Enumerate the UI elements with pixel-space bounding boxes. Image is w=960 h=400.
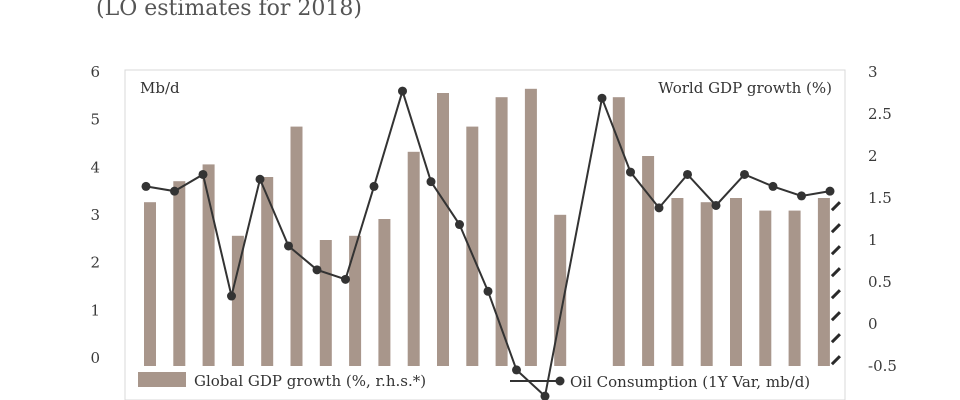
oil-consumption-point: [227, 291, 236, 301]
gdp-bar: [730, 198, 742, 366]
left-tick-label: 3: [90, 206, 100, 224]
gdp-bar: [524, 88, 537, 367]
oil-consumption-point: [825, 186, 835, 196]
left-tick-label: 6: [90, 63, 100, 81]
forecast-dash: [830, 245, 841, 256]
right-tick-label: 0.5: [868, 273, 892, 291]
gdp-bar: [290, 126, 303, 366]
gdp-bar: [612, 97, 625, 366]
gdp-bar: [671, 198, 684, 366]
oil-consumption-point: [711, 200, 721, 210]
gdp-bar: [437, 93, 449, 366]
gdp-bar: [759, 210, 772, 366]
oil-consumption-point: [683, 169, 692, 179]
gdp-bar: [466, 126, 479, 366]
forecast-dash: [830, 223, 841, 234]
plot-frame: [124, 69, 846, 400]
right-tick-label: 1.5: [868, 189, 892, 207]
oil-consumption-point: [597, 93, 607, 103]
oil-consumption-point: [483, 286, 493, 296]
left-tick-label: 2: [90, 254, 100, 272]
left-axis-ticks: 6 5 4 3 2 1 0: [90, 63, 100, 367]
forecast-dash: [830, 311, 841, 322]
oil-consumption-point: [797, 191, 806, 201]
legend-line-marker: [555, 376, 565, 386]
oil-consumption-point: [369, 181, 379, 191]
oil-consumption-point: [455, 220, 464, 230]
forecast-hatch: [830, 201, 841, 366]
forecast-dash: [830, 289, 841, 300]
legend-bar-label: Global GDP growth (%, r.h.s.*): [194, 372, 426, 390]
left-tick-label: 5: [90, 111, 100, 129]
gdp-bar: [349, 235, 362, 366]
chart-subtitle: (LO estimates for 2018): [96, 0, 362, 21]
gdp-bar: [642, 156, 655, 366]
oil-consumption-point: [312, 265, 322, 275]
oil-consumption-point: [198, 169, 208, 179]
gdp-bar: [319, 240, 332, 366]
gdp-bar: [378, 219, 391, 366]
forecast-dash: [830, 355, 841, 366]
bar-series: [144, 88, 830, 367]
oil-consumption-point: [141, 181, 151, 191]
legend-line-label: Oil Consumption (1Y Var, mb/d): [570, 373, 810, 391]
gdp-bar: [495, 97, 508, 366]
right-tick-label: -0.5: [868, 357, 897, 375]
right-tick-label: 3: [868, 63, 878, 81]
gdp-bar: [261, 177, 274, 366]
right-tick-label: 0: [868, 315, 878, 333]
forecast-dash: [830, 333, 841, 344]
right-tick-label: 2: [868, 147, 878, 165]
left-tick-label: 0: [90, 349, 100, 367]
legend: Global GDP growth (%, r.h.s.*) Oil Consu…: [138, 372, 810, 391]
left-axis-unit: Mb/d: [140, 79, 180, 97]
oil-consumption-point: [170, 186, 179, 196]
gdp-bar: [144, 202, 156, 366]
left-tick-label: 1: [90, 301, 100, 319]
right-axis-unit: World GDP growth (%): [658, 79, 832, 97]
line-series: [141, 86, 835, 400]
oil-consumption-point: [768, 181, 778, 191]
oil-consumption-line: [145, 87, 831, 399]
legend-bar-swatch: [138, 372, 186, 387]
oil-consumption-point: [255, 174, 265, 184]
right-axis-ticks: 3 2.5 2 1.5 1 0.5 0 -0.5: [868, 63, 897, 375]
gdp-bar: [231, 235, 244, 366]
gdp-bar: [788, 210, 801, 366]
oil-consumption-point: [284, 241, 293, 251]
oil-consumption-point: [512, 365, 521, 375]
right-tick-label: 2.5: [868, 105, 892, 123]
oil-consumption-point: [426, 177, 436, 187]
oil-consumption-point: [398, 86, 407, 96]
oil-consumption-point: [540, 391, 550, 400]
right-tick-label: 1: [868, 231, 878, 249]
left-tick-label: 4: [90, 158, 100, 176]
forecast-dash: [830, 267, 841, 278]
gdp-bar: [700, 202, 713, 366]
gdp-bar: [173, 181, 186, 366]
gdp-bar: [817, 198, 830, 366]
oil-consumption-point: [341, 274, 350, 284]
forecast-dash: [830, 201, 841, 212]
oil-consumption-point: [654, 203, 664, 213]
oil-consumption-point: [740, 169, 749, 179]
gdp-bar: [407, 151, 420, 366]
oil-consumption-point: [626, 167, 635, 177]
